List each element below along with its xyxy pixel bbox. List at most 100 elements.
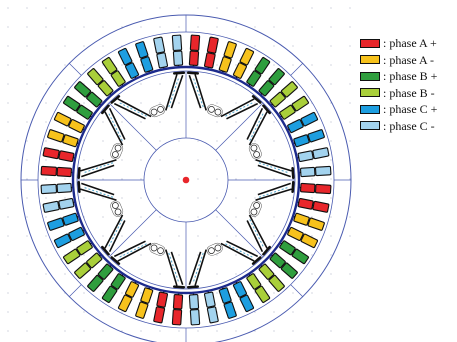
magnet-barrier-tip [186, 71, 200, 75]
coil-side-outer [189, 34, 201, 52]
grid-dot [45, 216, 47, 218]
grid-dot [254, 197, 256, 199]
magnet-barrier [186, 71, 207, 111]
grid-dot [64, 7, 66, 9]
grid-dot [273, 121, 275, 123]
grid-dot [254, 159, 256, 161]
magnet-flux-mark [82, 162, 114, 174]
stator-slot [42, 197, 76, 213]
magnet-barrier [246, 214, 271, 256]
grid-dot [254, 102, 256, 104]
grid-dot [83, 102, 85, 104]
legend-label: : phase B + [383, 69, 438, 84]
grid-dot [159, 235, 161, 237]
coil-side-outer [63, 95, 81, 112]
stator-slot [188, 292, 201, 326]
stator-divider-line [69, 284, 82, 297]
grid-dot [216, 140, 218, 142]
grid-dot [7, 159, 9, 161]
grid-dot [102, 292, 104, 294]
grid-dot [140, 197, 142, 199]
grid-dot [7, 330, 9, 332]
grid-dot [7, 216, 9, 218]
grid-dot [45, 235, 47, 237]
coil-side-outer [254, 57, 271, 75]
stator-divider-line [69, 63, 82, 76]
stator-slot [188, 34, 201, 68]
grid-dot [330, 7, 332, 9]
grid-dot [235, 292, 237, 294]
rotor-hole [111, 202, 119, 209]
grid-dot [273, 26, 275, 28]
magnet-barrier [110, 95, 152, 120]
coil-side-outer [206, 306, 219, 324]
grid-dot [330, 216, 332, 218]
stator-slot [74, 81, 103, 108]
grid-dot [197, 235, 199, 237]
magnet-barrier-edge-inner [170, 75, 184, 109]
grid-dot [83, 121, 85, 123]
grid-dot [311, 178, 313, 180]
coil-side-inner [62, 212, 79, 226]
stator-slot [258, 263, 285, 292]
grid-dot [102, 178, 104, 180]
grid-dot [235, 159, 237, 161]
coil-side-outer [53, 111, 72, 127]
rotor-hole [250, 144, 258, 152]
grid-dot [216, 330, 218, 332]
stator-slot [171, 292, 184, 326]
grid-dot [349, 121, 351, 123]
rotor-hole-outline [149, 242, 166, 256]
coil-side-inner [140, 56, 154, 73]
stator-slot [153, 290, 169, 324]
magnet-barrier-edge-outer [104, 111, 124, 146]
magnet-barrier-edge-outer [117, 98, 152, 118]
grid-dot [140, 254, 142, 256]
grid-dot [178, 235, 180, 237]
grid-dot [45, 159, 47, 161]
grid-dot [64, 311, 66, 313]
grid-dot [197, 159, 199, 161]
magnet-flux-mark [258, 186, 290, 198]
coil-side-inner [300, 182, 316, 194]
grid-dot [121, 121, 123, 123]
stator-divider-line [290, 284, 303, 297]
magnet-barrier [220, 95, 262, 120]
grid-dot [235, 102, 237, 104]
stator-slot [269, 252, 298, 279]
grid-dot [254, 216, 256, 218]
grid-dot [83, 292, 85, 294]
grid-dot [235, 197, 237, 199]
grid-dot [235, 64, 237, 66]
magnet-barrier-edge-inner [226, 102, 259, 120]
grid-dot [330, 83, 332, 85]
magnet-barrier-tip [262, 245, 271, 256]
coil-side-inner [300, 166, 316, 178]
coil-side-inner [287, 119, 304, 134]
legend-swatch-phase-a-minus [360, 55, 380, 65]
grid-dot [292, 64, 294, 66]
magnet-flux-mark [168, 252, 180, 284]
rotor-center-dot [182, 176, 190, 184]
grid-dot [26, 140, 28, 142]
stator-slot [63, 240, 93, 265]
magnet-flux-mark [258, 162, 290, 174]
grid-dot [216, 292, 218, 294]
magnet-barrier-tip [101, 245, 110, 256]
grid-dot [7, 121, 9, 123]
rotor-hole-pair [110, 143, 124, 160]
grid-dot [311, 254, 313, 256]
coil-side-inner [172, 294, 184, 310]
grid-dot [140, 83, 142, 85]
coil-side-outer [42, 147, 60, 160]
coil-side-outer [239, 294, 255, 313]
grid-dot [102, 159, 104, 161]
rotor-hole-outline [206, 242, 223, 256]
magnet-barrier-tip [251, 256, 262, 265]
grid-dot [197, 330, 199, 332]
grid-dot [292, 292, 294, 294]
grid-dot [7, 197, 9, 199]
grid-dot [45, 64, 47, 66]
magnet-flux-mark [225, 243, 255, 259]
magnet-barrier-tip [172, 285, 186, 289]
